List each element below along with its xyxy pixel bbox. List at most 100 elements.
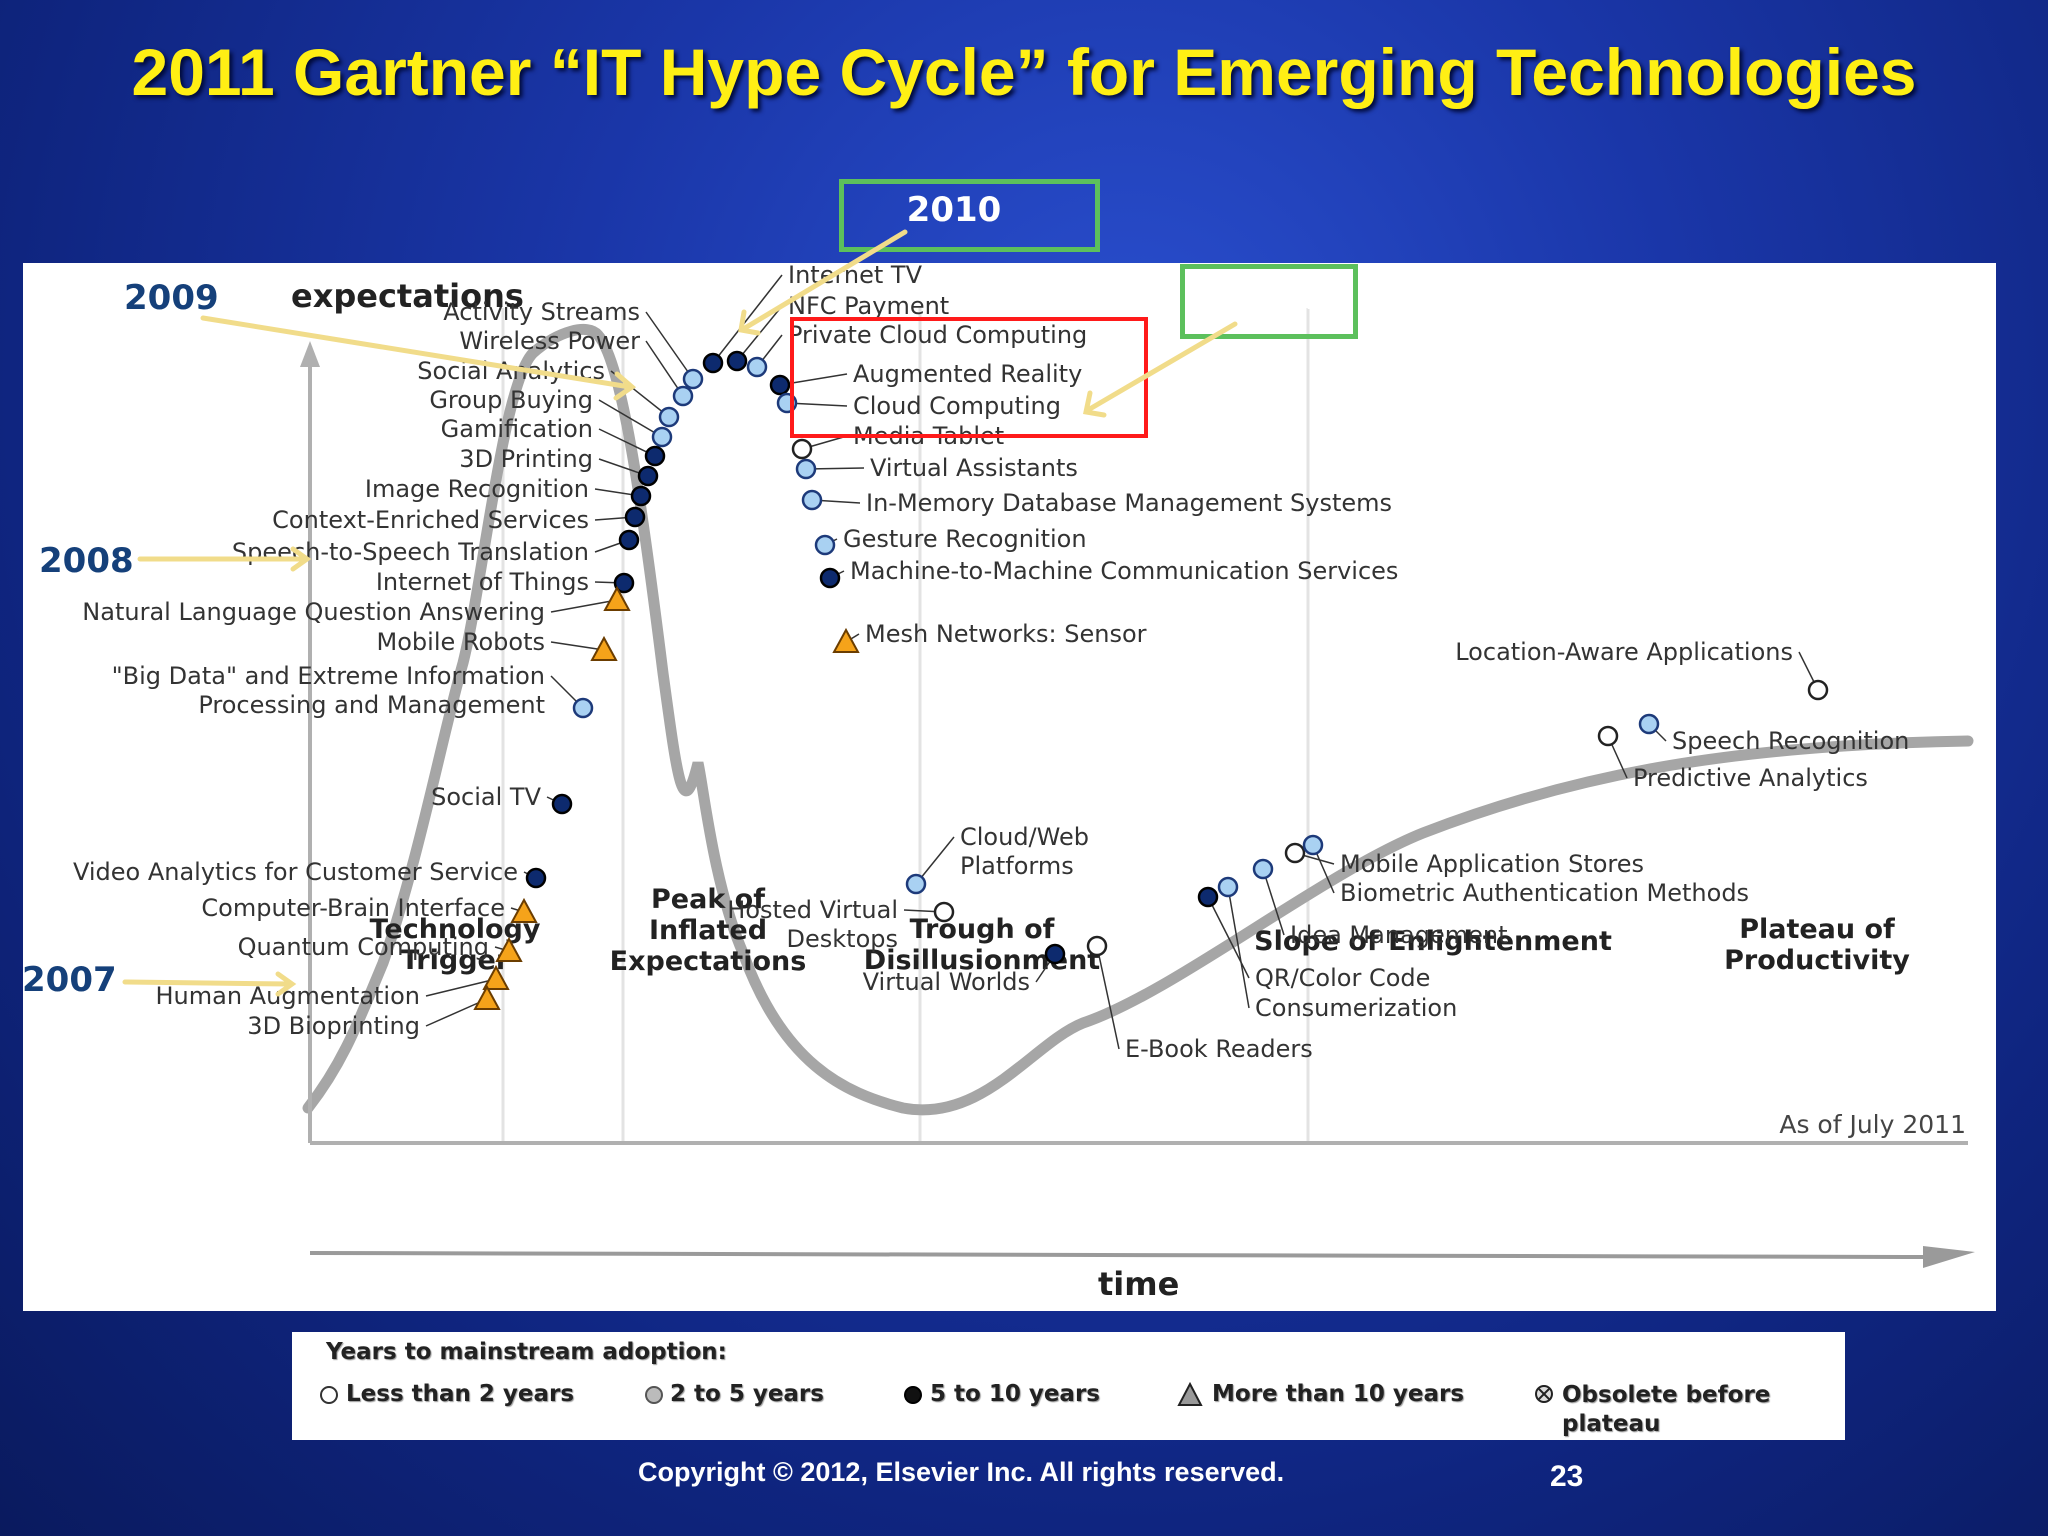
tech-label: Internet of Things: [376, 568, 589, 596]
marker-more-than-10: [473, 984, 501, 1010]
tech-label: NFC Payment: [788, 292, 949, 320]
year-2010-label: 2010: [906, 190, 1002, 230]
leader-line: [1096, 945, 1120, 1050]
tech-mesh-networks-sensor: Mesh Networks: Sensor: [832, 620, 1147, 653]
tech-virtual-assistants: Virtual Assistants: [795, 454, 1078, 482]
leader-line: [425, 998, 488, 1027]
tech-label: Gamification: [441, 415, 593, 443]
tech-label-line: In-Memory Database Management Systems: [866, 489, 1392, 517]
phase-label-0: Technology Trigger: [370, 914, 541, 976]
tech-big-data-and-extreme-information-processing-and-management: "Big Data" and Extreme Information Proces…: [112, 662, 594, 719]
year-2008-label: 2008: [39, 541, 134, 581]
tech-cloud-computing: Cloud Computing: [776, 392, 1061, 420]
tech-label-line: Predictive Analytics: [1633, 764, 1868, 792]
tech-label-line: Gesture Recognition: [843, 525, 1087, 553]
leader-line: [550, 641, 605, 651]
leader-line: [550, 599, 618, 613]
tech-video-analytics-for-customer-service: Video Analytics for Customer Service: [73, 858, 547, 889]
tech-label-line: Mobile Robots: [377, 628, 545, 656]
tech-label: Computer-Brain Interface: [201, 894, 505, 922]
tech-label-line: Social Analytics: [417, 357, 605, 385]
tech-hosted-virtual-desktops: Hosted Virtual Desktops: [727, 896, 955, 953]
marker-2-5: [1302, 834, 1324, 856]
marker-2-5: [1252, 858, 1274, 880]
tech-label-line: Augmented Reality: [853, 360, 1082, 388]
x-axis-label: time: [1098, 1265, 1179, 1303]
tech-label: E-Book Readers: [1125, 1035, 1313, 1063]
tech-in-memory-database-management-systems: In-Memory Database Management Systems: [801, 489, 1392, 517]
marker-2-5: [1217, 876, 1239, 898]
tech-internet-of-things: Internet of Things: [376, 568, 635, 596]
tech-label-line: Human Augmentation: [156, 982, 421, 1010]
year-2007-label: 2007: [22, 960, 117, 1000]
marker-5-10: [644, 445, 666, 467]
marker-2-5: [905, 873, 927, 895]
tech-label: Natural Language Question Answering: [82, 598, 545, 626]
leader-line: [736, 305, 783, 362]
tech-predictive-analytics: Predictive Analytics: [1597, 725, 1868, 792]
marker-more-than-10: [832, 627, 860, 653]
tech-3d-printing: 3D Printing: [459, 445, 659, 487]
tech-label: Activity Streams: [443, 298, 640, 326]
legend-marker-gt10: [1177, 1381, 1203, 1406]
tech-label-line: Idea Management: [1290, 921, 1508, 949]
tech-label-line: Gamification: [441, 415, 593, 443]
phase-label-line: Trough of: [910, 914, 1055, 945]
y-axis-arrowhead: [300, 341, 320, 367]
tech-label-line: Consumerization: [1255, 994, 1457, 1022]
phase-label-3: Slope of Enlightenment: [1254, 926, 1612, 957]
year-2009-label: 2009: [124, 278, 219, 318]
leader-line: [598, 428, 656, 457]
tech-label-line: 3D Printing: [459, 445, 593, 473]
tech-computer-brain-interface: Computer-Brain Interface: [201, 894, 538, 923]
tech-label: Internet TV: [788, 263, 923, 289]
marker-5-10: [637, 465, 659, 487]
year-2010-box: [839, 179, 1100, 252]
tech-augmented-reality: Augmented Reality: [769, 360, 1082, 396]
tech-social-tv: Social TV: [431, 783, 573, 815]
tech-label-line: Platforms: [960, 852, 1074, 880]
leader-line: [1227, 886, 1250, 1009]
phase-label-2: Trough of Disillusionment: [864, 914, 1100, 976]
marker-2-5: [672, 385, 694, 407]
tech-3d-bioprinting: 3D Bioprinting: [247, 984, 501, 1040]
marker-2-5: [651, 426, 673, 448]
tech-label: Video Analytics for Customer Service: [73, 858, 518, 886]
x-axis-arrowhead: [1923, 1246, 1975, 1268]
tech-label: Hosted Virtual Desktops: [727, 896, 898, 953]
phase-label-line: Trigger: [401, 945, 510, 976]
tech-gamification: Gamification: [441, 415, 666, 467]
legend-marker-5to10: [904, 1386, 922, 1404]
tech-machine-to-machine-communication-services: Machine-to-Machine Communication Service…: [819, 557, 1398, 589]
marker-2-5: [572, 697, 594, 719]
marker-5-10: [702, 352, 724, 374]
tech-label-line: QR/Color Code: [1255, 964, 1430, 992]
tech-label-line: Mesh Networks: Sensor: [865, 620, 1147, 648]
marker-2: [1807, 679, 1829, 701]
tech-label-line: E-Book Readers: [1125, 1035, 1313, 1063]
tech-label: In-Memory Database Management Systems: [866, 489, 1392, 517]
tech-label: Gesture Recognition: [843, 525, 1087, 553]
tech-cloud-web-platforms: Cloud/Web Platforms: [905, 823, 1089, 895]
tech-label-line: Cloud Computing: [853, 392, 1061, 420]
tech-label: Biometric Authentication Methods: [1340, 879, 1749, 907]
marker-2-5: [801, 489, 823, 511]
tech-label: Idea Management: [1290, 921, 1508, 949]
marker-5-10: [630, 485, 652, 507]
marker-2: [791, 438, 813, 460]
adoption-legend: Years to mainstream adoption: Less than …: [292, 1332, 1845, 1440]
tech-group-buying: Group Buying: [429, 386, 673, 448]
phase-label-line: Slope of Enlightenment: [1254, 926, 1612, 957]
tech-label-line: Activity Streams: [443, 298, 640, 326]
tech-label-line: Virtual Assistants: [870, 454, 1078, 482]
leader-line: [645, 311, 694, 380]
tech-label-line: Context-Enriched Services: [272, 506, 589, 534]
marker-more-than-10: [590, 635, 618, 661]
tech-label-line: Machine-to-Machine Communication Service…: [850, 557, 1398, 585]
tech-e-book-readers: E-Book Readers: [1086, 935, 1313, 1063]
tech-label-line: NFC Payment: [788, 292, 949, 320]
tech-label: QR/Color Code: [1255, 964, 1430, 992]
tech-label-line: Hosted Virtual: [727, 896, 898, 924]
tech-label-line: Quantum Computing: [238, 933, 489, 961]
tech-label-line: Group Buying: [429, 386, 593, 414]
